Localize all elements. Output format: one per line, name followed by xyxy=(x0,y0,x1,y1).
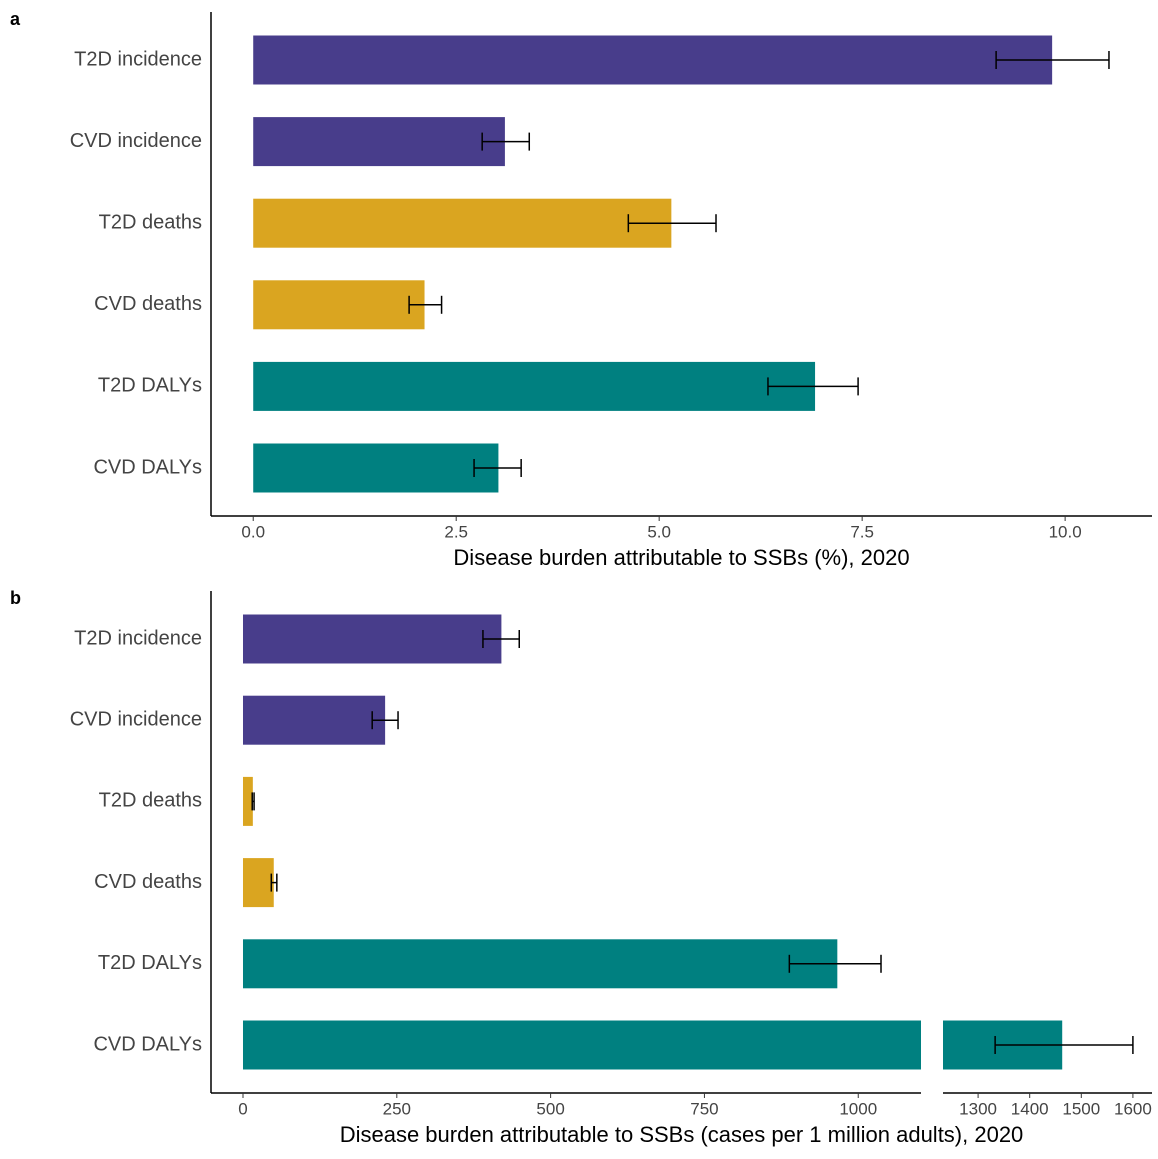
x-tick-label: 500 xyxy=(536,1099,564,1118)
bar xyxy=(242,939,838,989)
x-axis-title: Disease burden attributable to SSBs (%),… xyxy=(453,545,909,570)
category-label: T2D DALYs xyxy=(98,952,202,974)
category-label: CVD incidence xyxy=(70,708,202,730)
panel-label: b xyxy=(10,588,21,608)
x-tick-label: 2.5 xyxy=(444,522,468,541)
bar xyxy=(242,1020,922,1070)
x-tick-label: 0 xyxy=(238,1099,247,1118)
bar xyxy=(242,695,386,745)
bar xyxy=(242,776,253,826)
category-label: T2D deaths xyxy=(99,211,202,233)
bar xyxy=(253,361,816,411)
x-tick-label: 1300 xyxy=(959,1099,997,1118)
category-label: CVD incidence xyxy=(70,130,202,152)
x-axis-title: Disease burden attributable to SSBs (cas… xyxy=(340,1122,1024,1147)
bar xyxy=(242,858,274,908)
x-tick-label: 1000 xyxy=(839,1099,877,1118)
bar xyxy=(253,35,1053,85)
x-tick-label: 10.0 xyxy=(1049,522,1082,541)
bar xyxy=(253,280,425,330)
bar xyxy=(242,614,502,664)
category-label: T2D deaths xyxy=(99,790,202,812)
category-label: T2D incidence xyxy=(74,48,202,70)
category-label: CVD deaths xyxy=(94,293,202,315)
category-label: T2D incidence xyxy=(74,627,202,649)
x-tick-label: 1600 xyxy=(1114,1099,1152,1118)
x-tick-label: 250 xyxy=(383,1099,411,1118)
bar xyxy=(253,198,672,248)
category-label: CVD DALYs xyxy=(93,1033,202,1055)
x-tick-label: 0.0 xyxy=(241,522,265,541)
bar xyxy=(253,117,505,167)
panel-label: a xyxy=(10,9,21,29)
x-tick-label: 7.5 xyxy=(850,522,874,541)
x-tick-label: 5.0 xyxy=(647,522,671,541)
category-label: T2D DALYs xyxy=(98,375,202,397)
category-label: CVD deaths xyxy=(94,871,202,893)
x-tick-label: 750 xyxy=(690,1099,718,1118)
category-label: CVD DALYs xyxy=(93,456,202,478)
bar xyxy=(253,443,499,493)
x-tick-label: 1500 xyxy=(1062,1099,1100,1118)
x-tick-label: 1400 xyxy=(1011,1099,1049,1118)
